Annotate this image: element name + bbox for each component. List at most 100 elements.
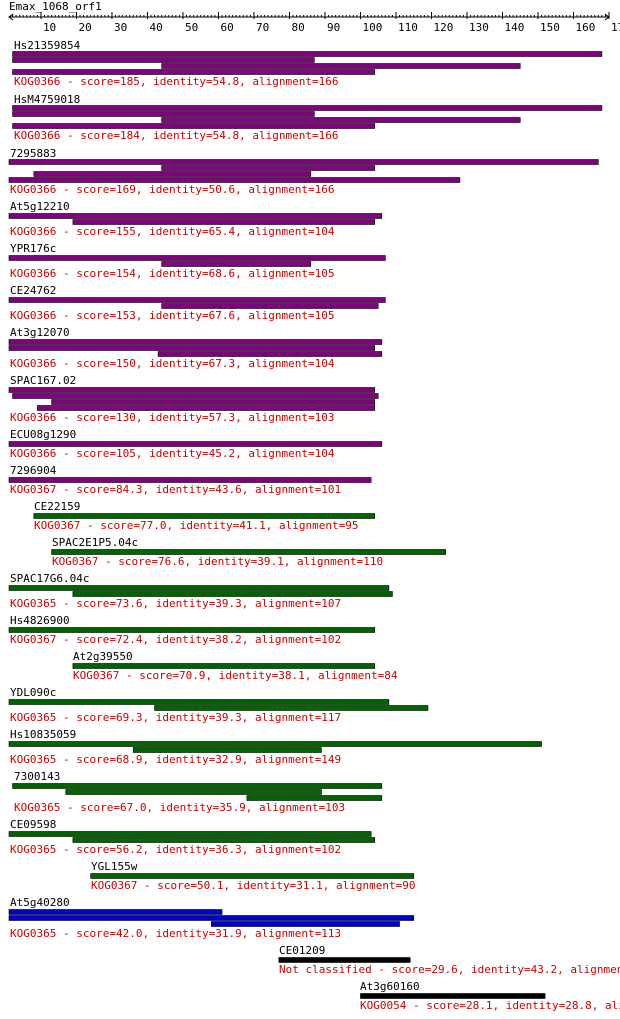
alignment-bar[interactable] [8, 915, 415, 921]
alignment-bar[interactable] [51, 399, 375, 405]
hit-name[interactable]: 7296904 [10, 464, 57, 477]
hit-name[interactable]: ECU08g1290 [10, 428, 76, 441]
tick-label: 170 [611, 21, 620, 34]
alignment-bar[interactable] [8, 159, 599, 165]
hit-info: KOG0365 - score=56.2, identity=36.3, ali… [10, 843, 341, 856]
hit-row: Hs10835059 KOG0365 - score=68.9, identity… [8, 728, 542, 766]
alignment-bar[interactable] [8, 831, 372, 837]
alignment-bar[interactable] [8, 339, 383, 345]
alignment-bar[interactable] [154, 705, 429, 711]
hit-name[interactable]: YDL090c [10, 686, 56, 699]
hit-name[interactable]: SPAC17G6.04c [10, 572, 89, 585]
alignment-bar[interactable] [157, 351, 383, 357]
hit-name[interactable]: SPAC167.02 [10, 374, 76, 387]
hit-row: CE22159 KOG0367 - score=77.0, identity=41… [33, 500, 375, 532]
hit-name[interactable]: HsM4759018 [14, 93, 80, 106]
hit-name[interactable]: At5g12210 [10, 200, 70, 213]
alignment-bar[interactable] [8, 741, 542, 747]
hit-row: YGL155w KOG0367 - score=50.1, identity=31… [90, 860, 416, 892]
hit-name[interactable]: At2g39550 [73, 650, 133, 663]
hit-name[interactable]: Hs4826900 [10, 614, 70, 627]
tick-label: 30 [114, 21, 127, 34]
tick-label: 140 [504, 21, 524, 34]
hit-name[interactable]: CE22159 [34, 500, 80, 513]
alignment-bar[interactable] [132, 747, 322, 753]
tick-label: 10 [43, 21, 56, 34]
hit-info: KOG0367 - score=84.3, identity=43.6, ali… [10, 483, 341, 496]
alignment-bar[interactable] [278, 957, 411, 963]
alignment-bar[interactable] [72, 591, 393, 597]
hit-info: KOG0366 - score=105, identity=45.2, alig… [10, 447, 335, 460]
alignment-bar[interactable] [33, 513, 375, 519]
alignment-bar[interactable] [12, 783, 383, 789]
alignment-bar[interactable] [72, 219, 375, 225]
hit-name[interactable]: CE09598 [10, 818, 56, 831]
alignment-bar[interactable] [12, 105, 603, 111]
hit-name[interactable]: At3g12070 [10, 326, 70, 339]
alignment-bar[interactable] [8, 585, 390, 591]
hit-name[interactable]: Hs10835059 [10, 728, 76, 741]
hit-info: KOG0366 - score=130, identity=57.3, alig… [10, 411, 335, 424]
hit-name[interactable]: At5g40280 [10, 896, 70, 909]
ruler-axis: Emax_1068_orf1 10 20 30 40 50 60 70 80 90 100 110 1… [8, 0, 620, 34]
hit-name[interactable]: 7300143 [14, 770, 60, 783]
hit-row: At5g12210 KOG0366 - score=155, identity=6… [8, 200, 383, 238]
alignment-bar[interactable] [8, 345, 375, 351]
hit-info: KOG0365 - score=69.3, identity=39.3, ali… [10, 711, 341, 724]
alignment-bar[interactable] [8, 177, 461, 183]
hit-name[interactable]: CE01209 [279, 944, 325, 957]
alignment-bar[interactable] [8, 441, 383, 447]
hit-row: 7296904 KOG0367 - score=84.3, identity=43… [8, 464, 372, 496]
hit-name[interactable]: YPR176c [10, 242, 56, 255]
alignment-bar[interactable] [65, 789, 322, 795]
hit-name[interactable]: Hs21359854 [14, 39, 81, 52]
alignment-bar[interactable] [161, 117, 521, 123]
alignment-bar[interactable] [8, 627, 375, 633]
hit-info: KOG0366 - score=184, identity=54.8, alig… [14, 129, 339, 142]
alignment-bar[interactable] [211, 921, 400, 927]
tick-label: 80 [291, 21, 304, 34]
alignment-bar[interactable] [90, 873, 415, 879]
alignment-bar[interactable] [12, 111, 315, 117]
hit-info: KOG0366 - score=154, identity=68.6, alig… [10, 267, 335, 280]
alignment-bar[interactable] [12, 51, 603, 57]
alignment-bar[interactable] [33, 171, 312, 177]
hit-info: KOG0366 - score=150, identity=67.3, alig… [10, 357, 335, 370]
tick-label: 130 [469, 21, 489, 34]
alignment-bar[interactable] [8, 297, 386, 303]
alignment-bar[interactable] [8, 387, 375, 393]
alignment-bar[interactable] [12, 57, 315, 63]
alignment-bar[interactable] [72, 837, 375, 843]
alignment-bar[interactable] [161, 303, 379, 309]
alignment-bar[interactable] [37, 405, 375, 411]
hit-row: CE01209 Not classified - score=29.6, iden… [278, 944, 620, 976]
hit-name[interactable]: CE24762 [10, 284, 56, 297]
alignment-bar[interactable] [360, 993, 546, 999]
alignment-bar[interactable] [8, 213, 383, 219]
alignment-bar[interactable] [72, 663, 375, 669]
alignment-bar[interactable] [51, 549, 446, 555]
hit-row: ECU08g1290 KOG0366 - score=105, identity=… [8, 428, 383, 460]
hit-row: HsM4759018 KOG0366 - score=184, identity=… [12, 93, 603, 142]
hit-row: SPAC17G6.04c KOG0365 - score=73.6, identi… [8, 572, 393, 610]
tick-label: 50 [185, 21, 198, 34]
alignment-bar[interactable] [246, 795, 383, 801]
alignment-bar[interactable] [12, 123, 375, 129]
alignment-bar[interactable] [161, 261, 312, 267]
alignment-bar[interactable] [161, 63, 521, 69]
alignment-bar[interactable] [8, 699, 390, 705]
hit-info: KOG0367 - score=70.9, identity=38.1, ali… [73, 669, 398, 682]
hit-info: KOG0366 - score=153, identity=67.6, alig… [10, 309, 335, 322]
alignment-bar[interactable] [161, 165, 375, 171]
alignment-bar[interactable] [8, 255, 386, 261]
alignment-bar[interactable] [12, 69, 375, 75]
hit-name[interactable]: SPAC2E1P5.04c [52, 536, 138, 549]
alignment-bar[interactable] [12, 393, 379, 399]
hit-name[interactable]: At3g60160 [360, 980, 420, 993]
hit-name[interactable]: 7295883 [10, 147, 56, 160]
hit-name[interactable]: YGL155w [91, 860, 138, 873]
alignment-bar[interactable] [8, 909, 223, 915]
alignment-bar[interactable] [8, 477, 372, 483]
tick-label: 70 [256, 21, 269, 34]
